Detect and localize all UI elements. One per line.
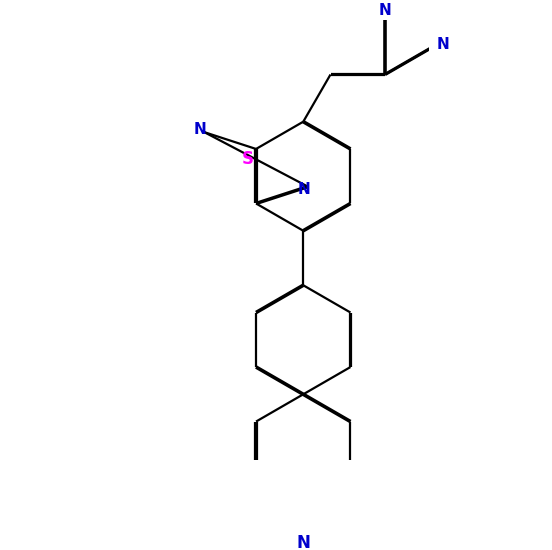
Text: S: S xyxy=(242,150,254,168)
Text: N: N xyxy=(437,37,449,52)
Text: N: N xyxy=(379,3,391,18)
Text: N: N xyxy=(194,122,207,137)
Text: N: N xyxy=(296,534,310,550)
Text: N: N xyxy=(298,182,310,197)
